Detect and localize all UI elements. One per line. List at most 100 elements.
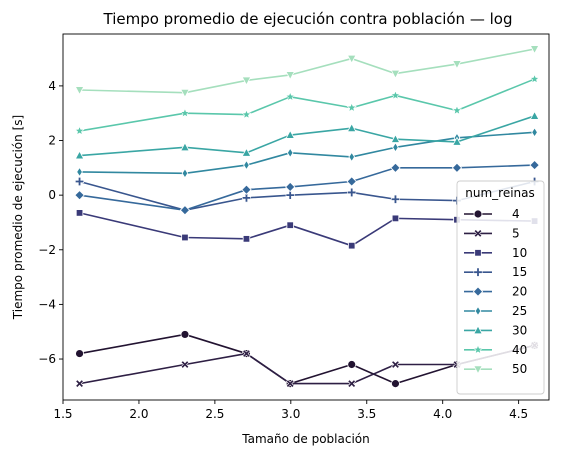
data-point-10-4 <box>286 221 294 229</box>
data-point-40-4 <box>285 91 296 102</box>
data-point-20-3 <box>241 184 252 195</box>
data-point-4-2 <box>180 330 190 339</box>
y-tick-label: −6 <box>38 352 56 366</box>
data-point-5-3 <box>242 349 251 358</box>
series-line-4 <box>79 333 535 385</box>
data-point-40-2 <box>179 107 191 118</box>
legend-marker <box>474 305 482 317</box>
x-tick-label: 1.5 <box>53 407 72 421</box>
data-point-10-2 <box>181 233 189 242</box>
data-point-20-8 <box>529 159 540 171</box>
legend-label: 40 <box>512 343 527 357</box>
series-line-20 <box>79 164 535 211</box>
data-point-20-6 <box>390 162 401 174</box>
legend: num_reinas 4 5 10 15 20 25 30 40 50 <box>456 180 545 395</box>
legend-marker <box>474 249 482 257</box>
x-tick-label: 2.0 <box>129 407 148 421</box>
data-point-30-1 <box>74 150 85 160</box>
x-axis-label: Tamaño de población <box>241 432 369 446</box>
data-point-40-6 <box>390 90 401 100</box>
x-tick-label: 4.5 <box>509 407 528 421</box>
data-point-10-1 <box>75 209 84 217</box>
data-point-25-4 <box>286 147 294 158</box>
legend-title: num_reinas <box>465 186 535 200</box>
data-point-30-8 <box>529 110 540 120</box>
data-point-15-4 <box>285 190 295 200</box>
data-point-30-4 <box>285 129 296 139</box>
legend-label: 5 <box>512 226 520 240</box>
legend-label: 50 <box>512 362 527 376</box>
data-point-5-1 <box>75 379 84 388</box>
legend-item-50: 50 <box>464 362 527 376</box>
data-point-40-5 <box>346 102 357 113</box>
data-point-25-5 <box>348 151 355 163</box>
legend-item-40: 40 <box>464 343 527 357</box>
series-line-5 <box>79 344 535 385</box>
legend-item-20: 20 <box>464 285 527 299</box>
data-point-40-3 <box>241 109 252 119</box>
data-point-25-1 <box>76 166 83 178</box>
y-tick-label: −4 <box>38 297 56 311</box>
legend-marker <box>473 325 483 335</box>
legend-marker <box>472 286 484 297</box>
x-tick-label: 4.0 <box>433 407 452 421</box>
data-point-30-6 <box>390 133 401 143</box>
legend-item-25: 25 <box>464 304 527 318</box>
data-point-20-2 <box>179 205 191 216</box>
legend-item-15: 15 <box>464 265 527 279</box>
legend-label: 25 <box>512 304 527 318</box>
series-line-30 <box>79 115 535 157</box>
data-point-5-6 <box>391 360 400 369</box>
data-point-50-5 <box>346 54 357 64</box>
axis-ticks: 1.5 2.0 2.5 3.0 3.5 4.0 4.5 −6 −4 −2 0 2 4 <box>38 79 528 421</box>
y-axis-label: Tiempo promedio de ejecución [s] <box>11 115 25 320</box>
series-40 <box>74 73 540 136</box>
data-point-50-7 <box>452 60 462 70</box>
data-point-40-7 <box>451 105 463 115</box>
y-tick-label: 4 <box>48 79 56 93</box>
x-tick-label: 2.5 <box>205 407 224 421</box>
data-point-50-2 <box>180 88 190 98</box>
data-point-25-2 <box>181 168 189 179</box>
legend-label: 4 <box>512 207 520 221</box>
data-point-20-5 <box>346 176 357 187</box>
data-point-50-3 <box>241 76 252 86</box>
data-point-5-4 <box>285 379 295 388</box>
data-point-4-1 <box>75 349 84 358</box>
data-point-15-6 <box>390 194 400 204</box>
series-line-15 <box>79 180 535 211</box>
x-tick-label: 3.0 <box>281 407 300 421</box>
x-tick-label: 3.5 <box>357 407 376 421</box>
data-point-10-5 <box>348 241 356 250</box>
legend-item-30: 30 <box>464 323 527 337</box>
data-point-10-6 <box>391 214 400 223</box>
series-30 <box>74 110 540 160</box>
y-tick-label: 2 <box>48 134 56 148</box>
legend-box <box>456 180 545 395</box>
legend-label: 30 <box>512 323 527 337</box>
y-tick-label: 0 <box>48 188 56 202</box>
data-point-5-2 <box>180 360 190 369</box>
data-point-15-3 <box>241 193 251 203</box>
data-point-15-1 <box>75 176 85 186</box>
data-point-30-7 <box>452 136 462 146</box>
data-point-50-4 <box>285 71 296 81</box>
data-point-20-1 <box>74 189 85 201</box>
y-tick-label: −2 <box>38 243 56 257</box>
data-point-15-5 <box>347 187 357 197</box>
data-point-50-6 <box>390 69 401 79</box>
data-point-4-6 <box>391 379 400 389</box>
data-point-40-1 <box>74 125 85 136</box>
legend-label: 20 <box>512 285 527 299</box>
legend-marker <box>473 267 483 277</box>
data-point-5-5 <box>347 379 356 388</box>
legend-marker <box>473 365 483 375</box>
data-point-30-5 <box>346 122 357 133</box>
data-point-50-8 <box>529 45 540 55</box>
plot-frame <box>62 33 550 401</box>
data-point-30-3 <box>241 147 252 157</box>
legend-item-5: 5 <box>464 226 520 240</box>
data-point-4-5 <box>347 360 357 369</box>
series-line-25 <box>79 131 535 175</box>
